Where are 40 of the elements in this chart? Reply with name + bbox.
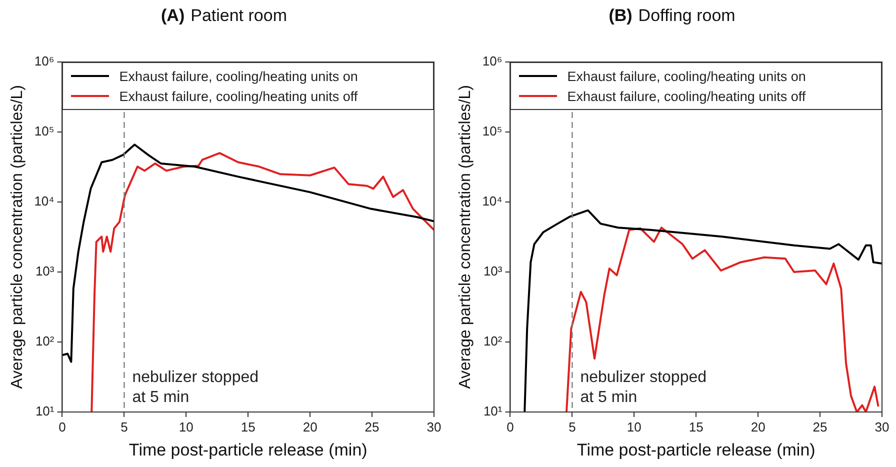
legend-label: Exhaust failure, cooling/heating units on bbox=[567, 68, 806, 84]
x-axis-title: Time post-particle release (min) bbox=[128, 440, 368, 460]
legend-label: Exhaust failure, cooling/heating units on bbox=[119, 68, 358, 84]
y-tick-label: 10⁵ bbox=[34, 124, 54, 139]
y-axis-title: Average particle concentration (particles/L) bbox=[9, 85, 26, 389]
x-tick-label: 20 bbox=[302, 419, 318, 434]
ref-line-label: nebulizer stopped at 5 min bbox=[132, 369, 259, 406]
x-tick-label: 10 bbox=[626, 419, 642, 434]
y-tick-label: 10¹ bbox=[35, 404, 55, 419]
chart-title: (B) bbox=[608, 6, 632, 25]
x-tick-label: 5 bbox=[568, 419, 576, 434]
y-tick-label: 10⁶ bbox=[34, 54, 54, 69]
x-tick-label: 10 bbox=[178, 419, 194, 434]
x-axis-title: Time post-particle release (min) bbox=[576, 440, 816, 460]
x-tick-label: 25 bbox=[364, 419, 380, 434]
y-tick-label: 10³ bbox=[35, 264, 55, 279]
x-tick-label: 25 bbox=[812, 419, 828, 434]
ref-line-label: nebulizer stopped at 5 min bbox=[580, 369, 707, 406]
y-tick-label: 10¹ bbox=[483, 404, 503, 419]
x-tick-label: 15 bbox=[688, 419, 704, 434]
x-tick-label: 30 bbox=[426, 419, 442, 434]
y-tick-label: 10⁴ bbox=[482, 194, 502, 209]
y-axis-title: Average particle concentration (particles/L) bbox=[457, 85, 474, 389]
y-tick-label: 10⁴ bbox=[34, 194, 54, 209]
y-tick-label: 10² bbox=[35, 334, 55, 349]
chart-subtitle: Doffing room bbox=[638, 6, 736, 25]
legend-label: Exhaust failure, cooling/heating units off bbox=[119, 88, 358, 104]
y-tick-label: 10³ bbox=[483, 264, 503, 279]
x-tick-label: 0 bbox=[506, 419, 514, 434]
legend-label: Exhaust failure, cooling/heating units off bbox=[567, 88, 806, 104]
x-tick-label: 0 bbox=[58, 419, 66, 434]
x-tick-label: 30 bbox=[874, 419, 890, 434]
x-tick-label: 5 bbox=[120, 419, 128, 434]
y-tick-label: 10⁵ bbox=[482, 124, 502, 139]
y-tick-label: 10⁶ bbox=[482, 54, 502, 69]
chart-subtitle: Patient room bbox=[190, 6, 287, 25]
x-tick-label: 20 bbox=[750, 419, 766, 434]
chart-title: (A) bbox=[161, 6, 185, 25]
x-tick-label: 15 bbox=[240, 419, 256, 434]
y-tick-label: 10² bbox=[483, 334, 503, 349]
